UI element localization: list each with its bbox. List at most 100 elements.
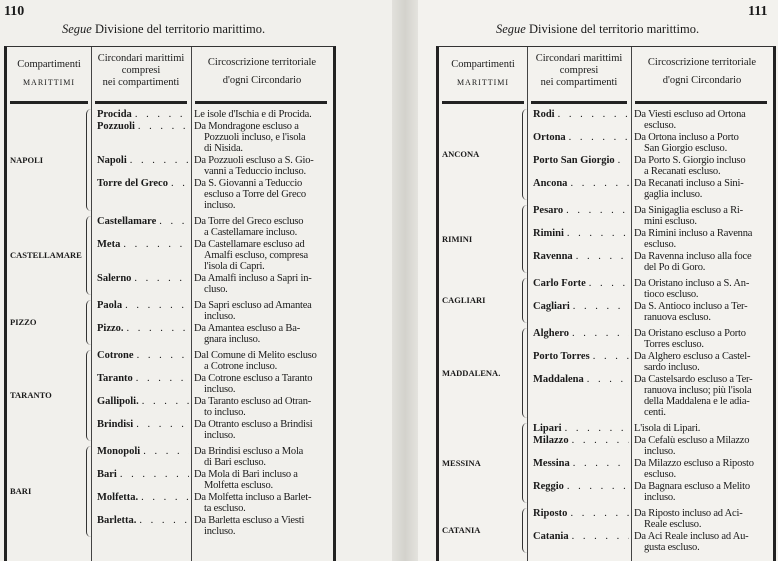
header-line: compresi [121,65,161,76]
circondario-cell: Ancona. . . . . . . . . . . . . . [533,178,629,189]
brace [86,216,91,295]
header-line: Circondari marittimi [535,53,623,64]
leader-dots: . . . . . . . . . . . . . . [571,328,629,339]
circondario-name: Molfetta. [97,492,139,503]
header-line: MARITTIMI [456,78,510,87]
leader-dots: . . . . . . . . . . . . . . [564,423,629,434]
circondario-name: Lipari [533,423,562,434]
circoscrizione-text: Da Taranto escluso ad Otran-to incluso. [194,396,311,418]
description-line: del Po di Goro. [644,262,706,273]
leader-dots: . . . . . . . . . . . . . . [588,278,629,289]
leader-dots: . . . . . . . . . . . . . . [571,435,629,446]
circondario-name: Meta [97,239,121,250]
circondario-name: Catania [533,531,569,542]
circondario-cell: Maddalena. . . . . . . . . . . . . . [533,374,629,385]
circondario-cell: Napoli. . . . . . . . . . . . . . [97,155,189,166]
description-line: incluso. [644,492,676,503]
header-line: Circondari marittimi [97,53,185,64]
leader-dots: . . . . . . . . . . . . . . [143,446,189,457]
compartimento-name: CATANIA [442,525,481,535]
header-line: Compartimenti [451,59,515,70]
description-line: Molfetta escluso. [204,480,273,491]
circondario-cell: Ortona. . . . . . . . . . . . . . [533,132,629,143]
description-line: Da Cefalù escluso a Milazzo [634,435,750,446]
description-line: a Castellamare incluso. [204,227,298,238]
description-line: Da Bagnara escluso a Melito [634,481,750,492]
description-line: Da Oristano escluso a Porto [634,328,746,339]
circondario-cell: Bari. . . . . . . . . . . . . . [97,469,189,480]
circondario-name: Porto San Giorgio [533,155,615,166]
leader-dots: . . . . . . . . . . . . . . [123,239,189,250]
column-divider [91,47,92,561]
description-line: Da Aci Reale incluso ad Au- [634,531,749,542]
circondario-cell: Catania. . . . . . . . . . . . . . [533,531,629,542]
leader-dots: . . . . . . . . . . . . . . [592,351,629,362]
compartimento-name: BARI [10,486,32,496]
circondario-name: Ravenna [533,251,573,262]
circondario-name: Cotrone [97,350,134,361]
territory-table: Compartimenti MARITTIMI Circondari maritti… [436,46,776,561]
description-line: di Bari escluso. [204,457,266,468]
right-page: 111 Segue Divisione del territorio marit… [418,0,778,561]
column-divider [527,47,528,561]
description-line: incluso. [204,311,236,322]
circoscrizione-text: Da Cotrone escluso a Taranto incluso. [194,373,312,395]
description-line: Da Barletta escluso a Viesti [194,515,305,526]
header-rule [531,101,627,104]
circondario-name: Torre del Greco [97,178,168,189]
description-line: l'isola di Capri. [204,261,265,272]
circoscrizione-text: Da Viesti escluso ad Ortona escluso. [634,109,746,131]
description-line: mini escluso. [644,216,697,227]
circoscrizione-text: Da Cefalù escluso a Milazzo incluso. [634,435,750,457]
header-line: d'ogni Circondario [662,75,742,86]
header-rule [195,101,327,104]
circoscrizione-text: Da S. Giovanni a Teduccio escluso a Torre… [194,178,306,211]
circondario-name: Barletta. [97,515,137,526]
description-line: escluso a Torre del Greco [204,189,306,200]
circoscrizione-text: Da Oristano escluso a Porto Torres esclus… [634,328,746,350]
circondario-name: Pesaro [533,205,564,216]
description-line: escluso. [644,239,676,250]
description-line: tioco escluso. [644,289,699,300]
circondario-cell: Taranto. . . . . . . . . . . . . . [97,373,189,384]
leader-dots: . . . . . . . . . . . . . . [126,323,189,334]
circondario-name: Riposto [533,508,568,519]
brace [522,423,527,503]
description-line: Da Pozzuoli escluso a S. Gio- [194,155,314,166]
description-line: Reale escluso. [644,519,702,530]
description-line: Da Castelsardo escluso a Ter- [634,374,753,385]
description-line: gnara incluso. [204,334,261,345]
description-line: Da Viesti escluso ad Ortona [634,109,746,120]
circoscrizione-text: Da Sinigaglia escluso a Ri-mini escluso. [634,205,743,227]
leader-dots: . . . . . . . . . . . . . . [141,492,189,503]
circoscrizione-text: Da S. Antioco incluso a Ter-ranuova escl… [634,301,748,323]
column-divider [631,47,632,561]
circoscrizione-text: Da Aci Reale incluso ad Au-gusta escluso… [634,531,749,553]
header-line: nei compartimenti [540,77,618,88]
description-line: centi. [644,407,666,418]
description-line: Da Ortona incluso a Porto [634,132,739,143]
description-line: Da S. Antioco incluso a Ter- [634,301,748,312]
brace [522,205,527,273]
description-line: incluso. [204,430,236,441]
description-line: Da Brindisi escluso a Mola [194,446,304,457]
circondario-name: Milazzo [533,435,569,446]
description-line: sardo incluso. [644,362,700,373]
circoscrizione-text: Da Ortona incluso a Porto San Giorgio esc… [634,132,739,154]
leader-dots: . . . . . . . . . . . . . . [586,374,629,385]
description-line: ranuova incluso; più l'isola [644,385,752,396]
compartimento-name: NAPOLI [10,155,44,165]
title-text: Divisione del territorio marittimo. [94,22,266,36]
title-text: Divisione del territorio marittimo. [528,22,700,36]
circoscrizione-text: Da Amalfi incluso a Sapri in-cluso. [194,273,312,295]
leader-dots: . . . . . . . . . . . . . . [568,132,629,143]
description-line: di Nisida. [204,143,243,154]
description-line: Da Mondragone escluso a [194,121,299,132]
circondario-cell: Lipari. . . . . . . . . . . . . . [533,423,629,434]
circondario-cell: Gallipoli.. . . . . . . . . . . . . . [97,396,189,407]
leader-dots: . . . . . . . . . . . . . . [136,419,189,430]
brace [522,109,527,200]
description-line: della Maddalena e le adia- [644,396,750,407]
circondario-cell: Porto San Giorgio. . . . . . . . . . . .… [533,155,629,166]
circondario-name: Taranto [97,373,133,384]
